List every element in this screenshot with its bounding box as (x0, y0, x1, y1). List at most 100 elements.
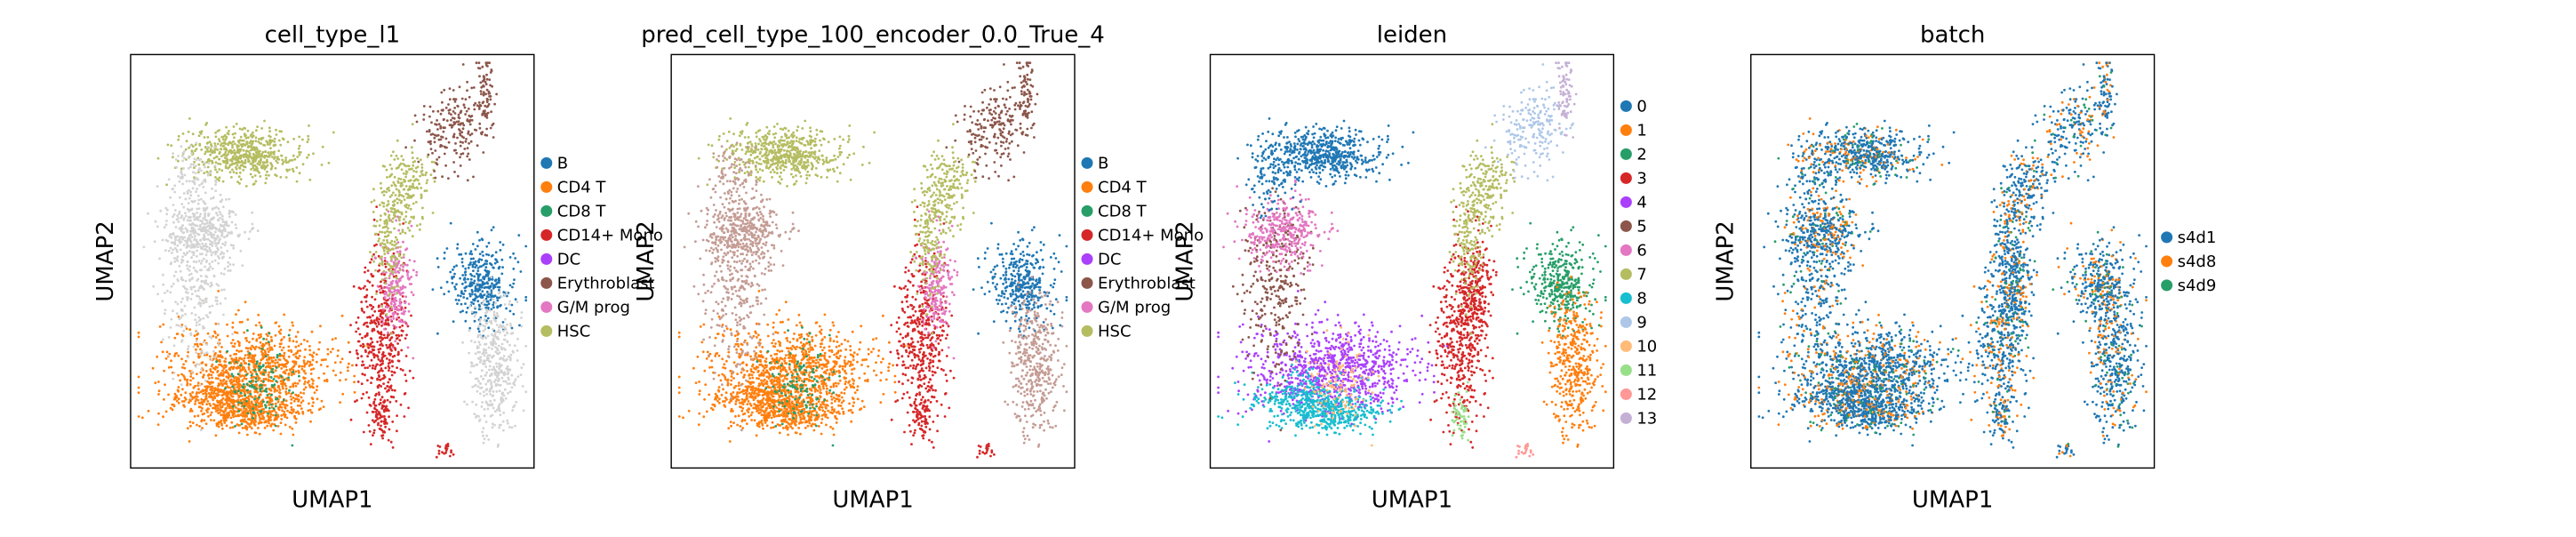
data-point (260, 138, 263, 141)
data-point (476, 327, 480, 331)
data-point (362, 392, 364, 396)
data-point (484, 382, 488, 386)
data-point (217, 207, 220, 211)
data-point (176, 255, 180, 259)
data-point (369, 260, 372, 264)
data-point (364, 285, 366, 288)
data-point (459, 129, 461, 132)
data-point (253, 168, 257, 172)
data-point (190, 207, 194, 211)
data-point (222, 313, 225, 317)
data-point (388, 189, 391, 192)
data-point (406, 164, 410, 168)
data-point (208, 335, 212, 339)
data-point (231, 385, 234, 389)
data-point (181, 314, 184, 317)
data-point (396, 238, 399, 241)
data-point (470, 293, 474, 296)
data-point (184, 253, 188, 257)
data-point (512, 282, 516, 285)
data-point (494, 410, 497, 413)
data-point (203, 172, 206, 175)
data-point (411, 235, 414, 238)
data-point (297, 147, 300, 150)
data-point (287, 345, 291, 349)
data-point (179, 196, 181, 199)
data-point (172, 188, 175, 190)
data-point (309, 368, 313, 371)
data-point (243, 414, 246, 418)
data-point (393, 285, 396, 289)
data-point (307, 138, 310, 141)
data-point (422, 105, 426, 108)
data-point (170, 285, 173, 288)
data-point (211, 381, 214, 384)
data-point (265, 333, 268, 336)
data-point (368, 365, 372, 367)
data-point (200, 397, 204, 401)
data-point (172, 282, 175, 285)
data-point (232, 246, 236, 250)
data-point (396, 285, 400, 288)
data-point (226, 398, 229, 402)
data-point (195, 397, 198, 401)
data-point (388, 274, 391, 277)
data-point (311, 382, 315, 385)
data-point (244, 424, 247, 428)
data-point (325, 378, 329, 381)
data-point (268, 406, 271, 410)
data-point (196, 188, 199, 190)
data-point (184, 227, 188, 230)
data-point (296, 410, 300, 413)
data-point (412, 174, 415, 178)
data-point (484, 373, 487, 377)
data-point (326, 348, 330, 351)
data-point (422, 118, 426, 121)
data-point (398, 198, 401, 202)
data-point (475, 364, 477, 366)
data-point (205, 386, 209, 389)
data-point (475, 61, 478, 65)
data-point (491, 422, 494, 426)
data-point (260, 142, 263, 145)
data-point (447, 177, 450, 180)
data-point (371, 410, 374, 413)
data-point (464, 319, 468, 323)
data-point (203, 233, 206, 236)
data-point (254, 388, 258, 390)
data-point (300, 342, 303, 346)
data-point (188, 208, 192, 212)
data-point (522, 409, 525, 413)
data-point (268, 375, 271, 379)
data-point (220, 144, 222, 147)
data-point (425, 181, 428, 185)
data-point (381, 322, 385, 325)
data-point (494, 342, 498, 345)
data-point (378, 412, 381, 415)
data-point (372, 431, 376, 435)
data-point (242, 386, 245, 389)
data-point (355, 321, 358, 325)
data-point (193, 178, 196, 181)
data-point (189, 285, 193, 289)
data-point (252, 385, 256, 389)
data-point (452, 320, 455, 323)
data-point (402, 265, 404, 268)
data-point (320, 399, 324, 403)
data-point (467, 132, 470, 135)
data-point (443, 293, 446, 296)
data-point (258, 377, 261, 380)
data-point (186, 383, 189, 387)
data-point (265, 421, 268, 424)
data-point (500, 295, 503, 299)
data-point (407, 204, 411, 207)
data-point (173, 184, 177, 188)
data-point (411, 123, 414, 126)
data-point (389, 440, 393, 444)
data-point (301, 399, 305, 403)
data-point (503, 338, 507, 341)
data-point (478, 319, 482, 323)
data-point (405, 323, 409, 326)
data-point (214, 252, 217, 256)
